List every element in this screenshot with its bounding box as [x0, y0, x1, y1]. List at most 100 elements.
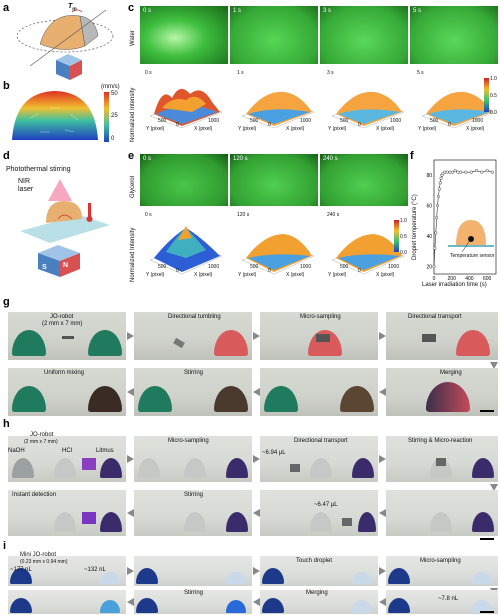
velocity-tick-25: 25: [111, 113, 118, 119]
y-tick-label: 40: [426, 234, 432, 240]
temperature-sensor-label: Temperature sensor: [450, 253, 495, 259]
glycerol-row-label: Glycerol: [130, 175, 136, 198]
c3-x-axis: X (pixel): [376, 126, 395, 132]
i-frame-1: [8, 556, 126, 586]
h-step-transport: Directional transport: [294, 438, 348, 444]
velocity-field: [12, 91, 98, 140]
data-point: [438, 181, 442, 185]
h-frame-6: [134, 490, 252, 536]
h-robot-size: (2 mm x 7 mm): [24, 439, 58, 445]
c0-y-axis: Y (pixel): [146, 126, 165, 132]
c0-tick-500: 500: [158, 118, 167, 124]
data-point: [456, 170, 460, 174]
c-colorbar: [484, 78, 489, 112]
e2-y-axis: Y (pixel): [328, 272, 347, 278]
i-frame-6: [134, 590, 252, 614]
data-point: [469, 170, 473, 174]
glycerol-frame-0: 0 s: [140, 154, 228, 206]
i-vol-right: ~132 nL: [84, 567, 106, 573]
c3-tick-500: 500: [340, 118, 349, 124]
magnet-s: S: [42, 264, 47, 271]
c-time-5: 5 s: [417, 70, 424, 76]
surface-g120: [241, 234, 315, 275]
data-point: [453, 169, 457, 173]
velocity-tick-0: 0: [111, 136, 115, 142]
c3-tick-0: 0: [358, 122, 361, 128]
data-point: [451, 170, 455, 174]
i-step-touch: Touch droplet: [296, 558, 333, 564]
panel-label-c: c: [128, 2, 135, 14]
data-point: [474, 169, 479, 173]
i-volume-3: ~7.8 nL: [438, 596, 459, 602]
panel-label-d: d: [3, 150, 10, 162]
h-frame-7: [260, 490, 378, 536]
e0-tick-0: 0: [176, 268, 179, 274]
magnet-icon: [56, 54, 82, 80]
water-row-label: Water: [130, 30, 136, 46]
c-time-3: 3 s: [327, 70, 334, 76]
naoh-label: NaOH: [8, 448, 25, 454]
e0-tick-1000: 1000: [208, 264, 220, 270]
c3-y-axis: Y (pixel): [328, 126, 347, 132]
c1-tick-1000: 1000: [300, 118, 312, 124]
g-frame-4: [386, 312, 498, 360]
g-frame-1: [8, 312, 126, 360]
data-point: [433, 246, 437, 250]
e-time-120: 120 s: [237, 212, 250, 218]
g-step-mixing: Uniform mixing: [44, 370, 85, 376]
i-step-merging: Merging: [306, 590, 328, 596]
data-point: [432, 264, 436, 268]
data-point: [437, 187, 441, 191]
g-frame-3: [260, 312, 378, 360]
e1-tick-1000: 1000: [300, 264, 312, 270]
data-point: [439, 176, 443, 180]
e-colorbar: [394, 220, 399, 252]
g-step-stirring: Stirring: [184, 370, 204, 376]
robot-diagram: [16, 9, 114, 67]
h-frame-3: [260, 436, 378, 482]
data-point: [480, 170, 484, 174]
c-time-0: 0 s: [145, 70, 152, 76]
x-tick-label: 200: [448, 276, 457, 282]
g-step-transport: Directional transport: [408, 314, 462, 320]
glycerol-frame-120: 120 s: [230, 154, 318, 206]
c-cbar-top: 1.0: [490, 76, 497, 82]
water-frame-1: 1 s: [230, 6, 318, 64]
magnet-n: N: [63, 262, 69, 269]
g-step-sampling: Micro-sampling: [300, 314, 341, 320]
litmus-label: Litmus: [96, 448, 114, 454]
c0-tick-0: 0: [176, 122, 179, 128]
e1-tick-0: 0: [268, 268, 271, 274]
c-z-axis-label: Normalized Intensity: [130, 87, 136, 142]
water-frame-3: 3 s: [320, 6, 408, 64]
g-frame-8: [386, 368, 498, 416]
i-step-stirring: Stirring: [184, 590, 204, 596]
h-step-sampling: Micro-sampling: [168, 438, 209, 444]
e-cbar-bot: 0.0: [400, 250, 407, 256]
h-robot-label: JO-robot: [30, 432, 54, 438]
c5-x-axis: X (pixel): [466, 126, 485, 132]
surface-g0: [149, 226, 223, 275]
water-frame-0: 0 s: [140, 6, 228, 64]
surface-1: [241, 91, 315, 129]
velocity-colorbar: [104, 92, 109, 142]
e-cbar-top: 1.0: [400, 218, 407, 224]
y-tick-label: 60: [426, 204, 432, 210]
data-point: [485, 169, 489, 173]
stirring-diagram: [20, 179, 110, 277]
c1-tick-500: 500: [250, 118, 259, 124]
e-time-240: 240 s: [327, 212, 340, 218]
c5-tick-500: 500: [430, 118, 439, 124]
panel-label-i: i: [3, 540, 7, 552]
g-step-merging: Merging: [440, 370, 462, 376]
e2-tick-0: 0: [358, 268, 361, 274]
e2-tick-1000: 1000: [388, 264, 400, 270]
panel-label-e: e: [128, 150, 135, 162]
torque-label: T: [68, 3, 73, 10]
c1-x-axis: X (pixel): [286, 126, 305, 132]
g-robot-size: (2 mm x 7 mm): [42, 321, 83, 327]
panel-label-f: f: [410, 150, 414, 162]
data-point: [445, 170, 449, 174]
data-point: [434, 231, 438, 235]
c1-tick-0: 0: [268, 122, 271, 128]
